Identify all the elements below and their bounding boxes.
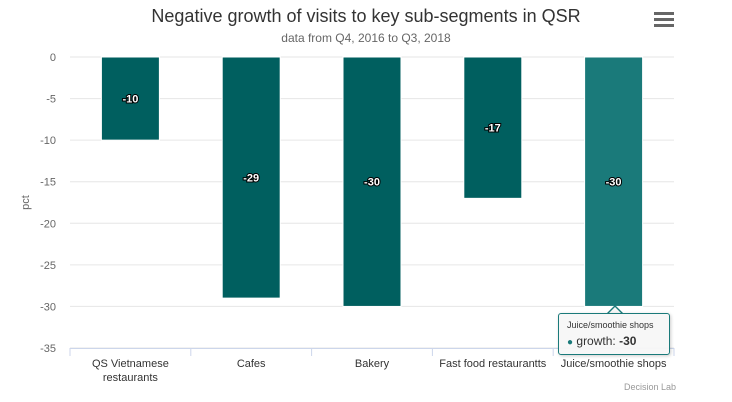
y-tick-label: -15 bbox=[40, 177, 56, 189]
menu-line bbox=[654, 18, 674, 21]
menu-line bbox=[654, 12, 674, 15]
tooltip-series-name: growth bbox=[576, 334, 613, 348]
tooltip-series-dot: ● bbox=[567, 337, 574, 348]
data-label: -30 bbox=[606, 177, 622, 189]
tooltip-row: ● growth: -30 bbox=[567, 334, 637, 348]
bar bbox=[463, 56, 523, 199]
x-category-label: restaurants bbox=[103, 372, 159, 384]
bar bbox=[221, 56, 281, 299]
y-tick-label: 0 bbox=[50, 52, 56, 64]
bar bbox=[342, 56, 402, 307]
y-tick-label: -35 bbox=[40, 343, 56, 355]
data-label: -30 bbox=[364, 177, 380, 189]
menu-line bbox=[654, 24, 674, 27]
x-category-label: Cafes bbox=[237, 358, 266, 370]
y-tick-label: -25 bbox=[40, 260, 56, 272]
tooltip-arrow-inner bbox=[608, 307, 622, 314]
data-label: -29 bbox=[243, 173, 259, 185]
y-tick-label: -30 bbox=[40, 301, 56, 313]
chart-subtitle: data from Q4, 2016 to Q3, 2018 bbox=[281, 31, 451, 45]
bar bbox=[100, 56, 160, 141]
y-tick-label: -10 bbox=[40, 135, 56, 147]
y-tick-label: -20 bbox=[40, 218, 56, 230]
tooltip: Juice/smoothie shops ● growth: -30 bbox=[558, 313, 670, 355]
data-label: -10 bbox=[122, 94, 138, 106]
y-axis-title: pct bbox=[20, 195, 32, 210]
x-category-label: QS Vietnamese bbox=[92, 358, 169, 370]
tooltip-value: -30 bbox=[619, 334, 637, 348]
x-category-label: Bakery bbox=[355, 358, 390, 370]
data-label: -17 bbox=[485, 123, 501, 135]
credits-link[interactable]: Decision Lab bbox=[623, 382, 676, 392]
bar bbox=[584, 56, 644, 307]
y-tick-label: -5 bbox=[46, 94, 56, 106]
x-category-label: Juice/smoothie shops bbox=[561, 358, 667, 370]
x-category-label: Fast food restaurantts bbox=[439, 358, 546, 370]
chart-title: Negative growth of visits to key sub-seg… bbox=[151, 6, 581, 26]
tooltip-category: Juice/smoothie shops bbox=[567, 320, 654, 330]
hamburger-menu-icon[interactable] bbox=[652, 9, 676, 31]
